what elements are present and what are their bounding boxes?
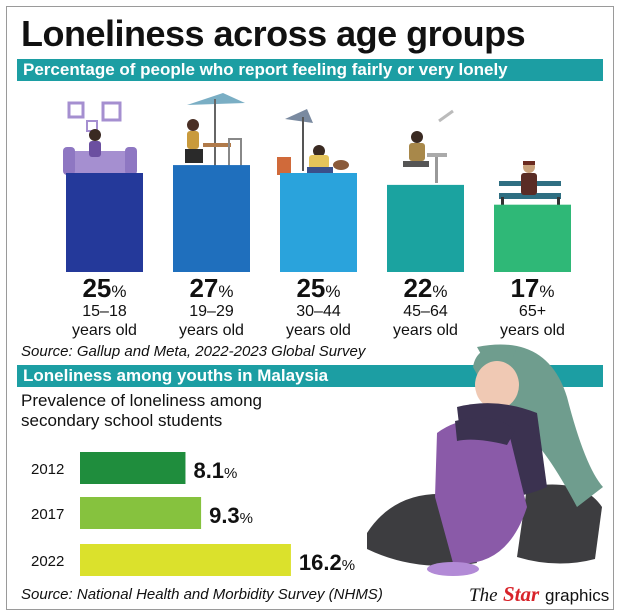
category-label-line2: years old — [500, 322, 565, 339]
source-note-1: Source: Gallup and Meta, 2022-2023 Globa… — [21, 343, 366, 360]
logo-graphics: graphics — [545, 586, 609, 605]
category-label-line1: 65+ — [519, 303, 546, 320]
category-label-line2: years old — [179, 322, 244, 339]
infographic: Loneliness across age groups Percentage … — [6, 6, 614, 610]
subtitle-line-1: Prevalence of loneliness among — [21, 391, 262, 410]
bar-age-5 — [494, 204, 571, 272]
bar-age-2 — [173, 165, 250, 272]
cafe-woman-illustration — [185, 93, 245, 175]
year-label: 2017 — [31, 506, 64, 523]
bar-year-2017 — [80, 497, 202, 529]
bar-age-1 — [66, 173, 143, 272]
category-label-line1: 15–18 — [82, 303, 127, 320]
value-label: 22% — [403, 273, 447, 303]
section1-heading: Percentage of people who report feeling … — [17, 59, 603, 81]
desk-man-illustration — [403, 109, 454, 183]
section2-heading: Loneliness among youths in Malaysia — [17, 365, 603, 387]
bar-year-2012 — [80, 452, 186, 484]
bar-age-4 — [387, 184, 464, 272]
value-label: 27% — [189, 273, 233, 303]
category-label-line1: 19–29 — [189, 303, 234, 320]
value-label: 8.1% — [193, 458, 237, 483]
year-label: 2022 — [31, 553, 64, 570]
malaysia-youth-chart: 2012 8.1% 2017 9.3% 2022 16.2% — [31, 452, 355, 576]
page-title: Loneliness across age groups — [21, 13, 526, 54]
bench-elderly-illustration — [499, 161, 561, 209]
source-note-2: Source: National Health and Morbidity Su… — [21, 586, 383, 603]
logo-star: Star — [503, 582, 540, 606]
year-bars: 2012 8.1% 2017 9.3% 2022 16.2% — [31, 452, 355, 576]
category-label-line2: years old — [72, 322, 137, 339]
value-label: 9.3% — [209, 503, 253, 528]
sofa-girl-illustration — [63, 101, 137, 175]
age-bars — [66, 165, 571, 272]
subtitle-line-2: secondary school students — [21, 411, 223, 430]
category-label-line2: years old — [286, 322, 351, 339]
value-label: 25% — [82, 273, 126, 303]
lonely-girl-illustration — [367, 344, 603, 576]
category-label-line1: 45–64 — [403, 303, 448, 320]
category-label-line2: years old — [393, 322, 458, 339]
year-label: 2012 — [31, 461, 64, 478]
dog-man-illustration — [277, 109, 349, 175]
bar-year-2022 — [80, 544, 291, 576]
age-group-chart: 25% 27% 25% 22% 17% 15–18 years old 19–29 years… — [63, 93, 571, 339]
value-label: 25% — [296, 273, 340, 303]
value-label: 17% — [510, 273, 554, 303]
age-value-labels: 25% 27% 25% 22% 17% — [82, 273, 554, 303]
section2-subtitle: Prevalence of loneliness among secondary… — [21, 391, 262, 431]
category-label-line1: 30–44 — [296, 303, 341, 320]
bar-age-3 — [280, 173, 357, 272]
age-category-labels: 15–18 years old 19–29 years old 30–44 years o… — [72, 303, 565, 339]
value-label: 16.2% — [299, 550, 355, 575]
logo-the: The — [469, 585, 498, 606]
the-star-graphics-logo: The Star graphics — [469, 582, 609, 606]
